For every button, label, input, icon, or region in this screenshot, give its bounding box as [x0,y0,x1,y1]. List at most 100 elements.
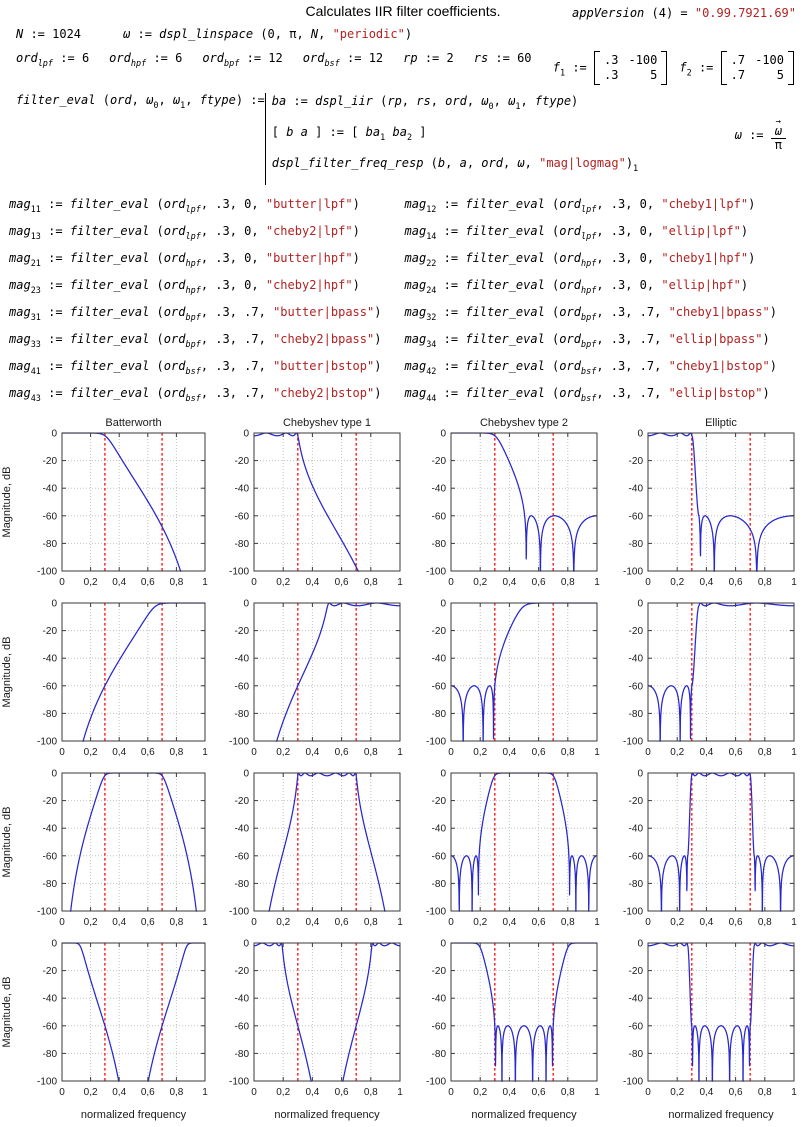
ord-bpf-definition[interactable]: ordbpf := 12 [202,51,283,69]
svg-text:normalized frequency: normalized frequency [668,1109,774,1121]
plot-ellip|bstop[interactable]: 0 0,2 0,4 0,6 0,8 1 0 -20 -40 -60 -80 -100 normalize… [606,937,803,1123]
f1-matrix-definition[interactable]: f1 := .3 -100.3 5 [553,51,668,85]
omega-normalize-definition[interactable]: ω := → ω π [735,118,786,152]
svg-text:-40: -40 [235,994,250,1005]
svg-text:1: 1 [397,747,403,758]
plot-cheby1|lpf[interactable]: 0 0,2 0,4 0,6 0,8 1 0 -20 -40 -60 -80 -100 Chebyshev… [212,415,409,597]
appversion-expression[interactable]: appVersion (4) = "0.99.7921.69" [572,6,796,20]
svg-text:-100: -100 [426,907,446,918]
svg-text:-60: -60 [235,511,250,522]
svg-text:1: 1 [397,917,403,928]
plot-butter|bpass[interactable]: 0 0,2 0,4 0,6 0,8 1 0 -20 -40 -60 -80 -100 Magnitude… [0,767,212,937]
plot-cheby2|bpass[interactable]: 0 0,2 0,4 0,6 0,8 1 0 -20 -40 -60 -80 -100 [409,767,606,937]
svg-text:-80: -80 [629,1049,644,1060]
svg-text:0,2: 0,2 [276,577,290,588]
svg-text:-40: -40 [629,824,644,835]
ord-lpf-definition[interactable]: ordlpf := 6 [16,51,90,69]
mag-definition-43[interactable]: mag43 := filter_eval (ordbsf, .3, .7, "c… [9,386,382,404]
svg-text:0: 0 [440,769,446,780]
mag-definition-24[interactable]: mag24 := filter_eval (ordhpf, .3, 0, "el… [404,278,749,296]
plot-cheby2|lpf[interactable]: 0 0,2 0,4 0,6 0,8 1 0 -20 -40 -60 -80 -100 Chebyshev… [409,415,606,597]
svg-text:Magnitude, dB: Magnitude, dB [1,807,13,878]
svg-text:-40: -40 [432,994,447,1005]
svg-text:0,4: 0,4 [502,1087,516,1098]
svg-text:0,6: 0,6 [729,1087,743,1098]
mag-definition-44[interactable]: mag44 := filter_eval (ordbsf, .3, .7, "e… [404,386,770,404]
svg-text:0,4: 0,4 [112,917,126,928]
plot-cheby1|hpf[interactable]: 0 0,2 0,4 0,6 0,8 1 0 -20 -40 -60 -80 -100 [212,597,409,767]
svg-text:0: 0 [243,939,249,950]
plot-cheby1|bstop[interactable]: 0 0,2 0,4 0,6 0,8 1 0 -20 -40 -60 -80 -100 normalize… [212,937,409,1123]
svg-text:-100: -100 [623,1077,643,1088]
mag-definition-11[interactable]: mag11 := filter_eval (ordlpf, .3, 0, "bu… [9,197,360,215]
svg-text:1: 1 [397,1087,403,1098]
svg-text:-20: -20 [629,796,644,807]
svg-text:-60: -60 [43,681,58,692]
svg-text:0,8: 0,8 [169,917,183,928]
mag-definition-13[interactable]: mag13 := filter_eval (ordlpf, .3, 0, "ch… [9,224,360,242]
row-orders: ordlpf := 6 ordhpf := 6 ordbpf := 12 ord… [16,51,800,85]
plot-butter|lpf[interactable]: 0 0,2 0,4 0,6 0,8 1 0 -20 -40 -60 -80 -100 Batterwor… [0,415,212,597]
ord-hpf-definition[interactable]: ordhpf := 6 [109,51,183,69]
mag-definition-42[interactable]: mag42 := filter_eval (ordbsf, .3, .7, "c… [404,359,777,377]
svg-text:0,6: 0,6 [335,747,349,758]
svg-text:-20: -20 [43,456,58,467]
svg-text:-60: -60 [43,511,58,522]
filter-eval-line-ba-split: [ b a ] := [ ba1 ba2 ] [271,125,427,143]
svg-text:-100: -100 [426,737,446,748]
svg-text:0: 0 [59,577,65,588]
mag-definition-14[interactable]: mag14 := filter_eval (ordlpf, .3, 0, "el… [404,224,749,242]
rs-definition[interactable]: rs := 60 [473,51,532,65]
svg-text:0,6: 0,6 [729,747,743,758]
svg-text:0: 0 [448,917,454,928]
mag-definition-21[interactable]: mag21 := filter_eval (ordhpf, .3, 0, "bu… [9,251,360,269]
mag-definition-33[interactable]: mag33 := filter_eval (ordbpf, .3, .7, "c… [9,332,382,350]
svg-text:-60: -60 [629,851,644,862]
svg-text:0,4: 0,4 [699,917,713,928]
filter-eval-definition[interactable]: filter_eval (ord, ω0, ω1, ftype) := ba :… [16,93,800,185]
svg-text:1: 1 [594,917,600,928]
svg-text:0,4: 0,4 [305,747,319,758]
plot-ellip|hpf[interactable]: 0 0,2 0,4 0,6 0,8 1 0 -20 -40 -60 -80 -100 [606,597,803,767]
svg-text:0: 0 [251,577,257,588]
plot-ellip|bpass[interactable]: 0 0,2 0,4 0,6 0,8 1 0 -20 -40 -60 -80 -100 [606,767,803,937]
rp-definition[interactable]: rp := 2 [403,51,454,65]
svg-text:-80: -80 [432,1049,447,1060]
svg-text:0,4: 0,4 [112,1087,126,1098]
svg-text:0,8: 0,8 [561,917,575,928]
mag-definition-41[interactable]: mag41 := filter_eval (ordbsf, .3, .7, "b… [9,359,382,377]
mag-definition-32[interactable]: mag32 := filter_eval (ordbpf, .3, .7, "c… [404,305,777,323]
svg-text:-40: -40 [43,654,58,665]
svg-text:-40: -40 [432,824,447,835]
svg-text:1: 1 [202,577,208,588]
svg-text:0,8: 0,8 [758,577,772,588]
svg-text:-60: -60 [43,1021,58,1032]
svg-text:0,2: 0,2 [473,577,487,588]
plot-cheby1|bpass[interactable]: 0 0,2 0,4 0,6 0,8 1 0 -20 -40 -60 -80 -100 [212,767,409,937]
plot-cheby2|bstop[interactable]: 0 0,2 0,4 0,6 0,8 1 0 -20 -40 -60 -80 -100 normalize… [409,937,606,1123]
mag-definition-23[interactable]: mag23 := filter_eval (ordhpf, .3, 0, "ch… [9,278,360,296]
svg-text:-80: -80 [43,879,58,890]
mag-definition-31[interactable]: mag31 := filter_eval (ordbpf, .3, .7, "b… [9,305,382,323]
n-definition[interactable]: N := 1024 [16,27,82,41]
svg-text:-100: -100 [229,1077,249,1088]
mag-definition-34[interactable]: mag34 := filter_eval (ordbpf, .3, .7, "e… [404,332,770,350]
svg-text:0,4: 0,4 [699,1087,713,1098]
f2-matrix-definition[interactable]: f2 := .7 -100.7 5 [679,51,794,85]
mag-definition-22[interactable]: mag22 := filter_eval (ordhpf, .3, 0, "ch… [404,251,756,269]
svg-text:-40: -40 [235,654,250,665]
svg-text:0,2: 0,2 [84,917,98,928]
mag-definition-12[interactable]: mag12 := filter_eval (ordlpf, .3, 0, "ch… [404,197,756,215]
omega-linspace-definition[interactable]: ω := dspl_linspace (0, π, N, "periodic") [123,27,413,41]
svg-text:-40: -40 [629,994,644,1005]
plot-cheby2|hpf[interactable]: 0 0,2 0,4 0,6 0,8 1 0 -20 -40 -60 -80 -100 [409,597,606,767]
plot-butter|hpf[interactable]: 0 0,2 0,4 0,6 0,8 1 0 -20 -40 -60 -80 -100 Magnitude… [0,597,212,767]
plot-butter|bstop[interactable]: 0 0,2 0,4 0,6 0,8 1 0 -20 -40 -60 -80 -100 Magnitude… [0,937,212,1123]
svg-text:-20: -20 [235,796,250,807]
plot-ellip|lpf[interactable]: 0 0,2 0,4 0,6 0,8 1 0 -20 -40 -60 -80 -100 Elliptic [606,415,803,597]
svg-text:-80: -80 [43,539,58,550]
svg-text:0,4: 0,4 [502,577,516,588]
svg-text:0,4: 0,4 [305,577,319,588]
svg-text:-60: -60 [432,851,447,862]
ord-bsf-definition[interactable]: ordbsf := 12 [302,51,384,69]
